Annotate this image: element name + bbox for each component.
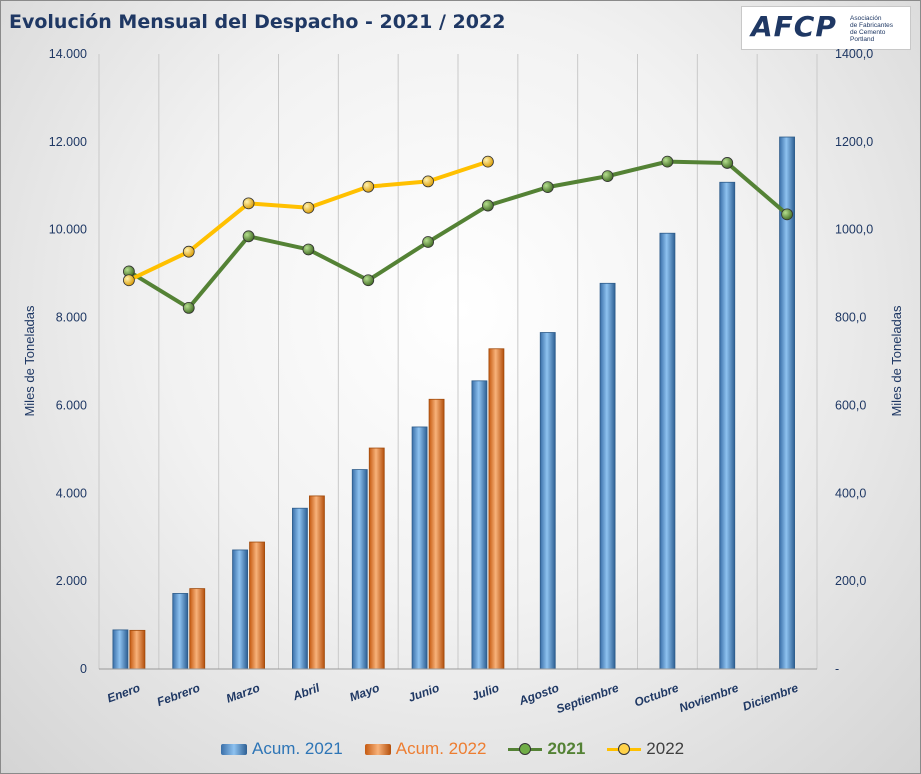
marker-2021 (482, 199, 494, 212)
y-left-tick-label: 6.000 (56, 398, 87, 412)
legend-swatch-orange (364, 743, 391, 755)
afcp-logo: AFCP Asociación de Fabricantes de Cement… (741, 6, 911, 50)
bar-acum-2022 (309, 495, 325, 670)
marker-2022 (123, 274, 135, 287)
legend-label: Acum. 2022 (395, 739, 487, 758)
y-right-tick-label: 200,0 (835, 574, 866, 588)
y-right-tick-label: 1000,0 (835, 223, 873, 237)
marker-2021 (362, 274, 375, 287)
marker-2021 (721, 157, 734, 169)
axes: 0 2.000 4.000 6.000 8.000 10.000 12.000 14.000 -… (22, 47, 904, 716)
y-left-tick-label: 12.000 (49, 135, 87, 149)
x-tick-label: Junio (406, 681, 441, 705)
bar-acum-2022 (368, 447, 385, 670)
combo-chart: 0 2.000 4.000 6.000 8.000 10.000 12.000 14.000 -… (22, 47, 904, 716)
bar-acum-2021 (292, 507, 308, 670)
line-2021 (127, 159, 789, 310)
y-left-tick-label: 4.000 (56, 486, 87, 500)
bar-acum-2021 (659, 232, 676, 670)
bar-acum-2021 (411, 426, 428, 670)
bar-acum-2021 (719, 181, 736, 670)
bar-acum-2021 (539, 332, 556, 670)
x-tick-label: Mayo (348, 681, 382, 705)
marker-2021 (302, 243, 315, 256)
marker-2022 (302, 201, 315, 214)
legend-swatch-yellow-line (607, 743, 642, 755)
marker-2022 (182, 245, 195, 258)
marker-2021 (242, 230, 255, 243)
marker-2021 (182, 302, 195, 314)
marker-2021 (541, 181, 554, 194)
logo-subtitle-line: Portland (850, 36, 875, 43)
y-right-tick-label: 1400,0 (835, 47, 873, 61)
bar-acum-2021 (232, 549, 248, 670)
legend-item-2022: 2022 (607, 739, 684, 759)
marker-2021 (781, 208, 793, 221)
y-right-tick-label: 600,0 (835, 398, 866, 412)
bar-acum-2022 (428, 398, 445, 670)
logo-subtitle: Asociación de Fabricantes de Cemento Por… (850, 15, 908, 43)
line-series (123, 155, 793, 314)
y-left-tick-label: 8.000 (56, 311, 87, 325)
gridlines (98, 54, 818, 669)
x-tick-label: Julio (470, 681, 501, 704)
legend-swatch-green-line (508, 743, 543, 755)
x-tick-label: Enero (105, 681, 142, 706)
marker-2021 (422, 236, 434, 248)
marker-2022 (422, 175, 434, 188)
bar-acum-2021 (599, 282, 616, 670)
y-right-axis-label: Miles de Toneladas (889, 305, 904, 417)
marker-2022 (482, 155, 494, 168)
legend-item-2021: 2021 (508, 739, 585, 759)
y-left-tick-label: 10.000 (49, 223, 87, 237)
y-right-tick-label: 800,0 (835, 311, 866, 325)
x-tick-label: Marzo (224, 681, 261, 706)
x-tick-label: Febrero (155, 681, 202, 709)
y-left-axis-label: Miles de Toneladas (22, 305, 37, 417)
y-left-tick-label: 0 (80, 662, 87, 676)
y-left-tick-label: 14.000 (49, 47, 87, 61)
y-right-tick-label: 400,0 (835, 486, 866, 500)
legend: Acum. 2021 Acum. 2022 2021 2022 (221, 739, 684, 759)
bar-acum-2021 (172, 593, 189, 670)
legend-label: 2022 (646, 739, 685, 758)
y-right-tick-label: 1200,0 (835, 135, 873, 149)
legend-swatch-blue (221, 743, 247, 755)
marker-2022 (242, 197, 255, 210)
y-right-tick-label: - (835, 662, 839, 676)
logo-mark: AFCP (751, 10, 837, 43)
legend-label: Acum. 2021 (252, 739, 343, 758)
bar-acum-2021 (471, 380, 488, 670)
legend-item-acum-2021: Acum. 2021 (221, 739, 343, 759)
bar-acum-2022 (129, 629, 146, 670)
logo-subtitle-line: de Fabricantes (850, 22, 893, 29)
y-left-tick-label: 2.000 (56, 574, 87, 588)
bar-acum-2021 (351, 469, 368, 670)
legend-item-acum-2022: Acum. 2022 (364, 739, 487, 759)
x-tick-label: Septiembre (554, 681, 621, 717)
bar-series (112, 136, 795, 670)
logo-subtitle-line: Asociación (850, 15, 882, 22)
bar-acum-2022 (249, 541, 265, 670)
x-tick-label: Octubre (632, 681, 680, 710)
x-tick-label: Abril (290, 680, 322, 703)
marker-2021 (601, 170, 614, 183)
bar-acum-2022 (189, 588, 206, 670)
bar-acum-2022 (488, 348, 505, 670)
line-2022 (128, 159, 489, 283)
marker-2022 (362, 180, 375, 193)
legend-label: 2021 (547, 739, 586, 758)
x-tick-label: Diciembre (741, 681, 801, 714)
chart-title: Evolución Mensual del Despacho - 2021 / … (9, 11, 506, 33)
logo-subtitle-line: de Cemento (850, 29, 886, 36)
x-tick-label: Noviembre (677, 681, 740, 715)
marker-2021 (661, 155, 674, 168)
bar-acum-2021 (112, 629, 129, 670)
